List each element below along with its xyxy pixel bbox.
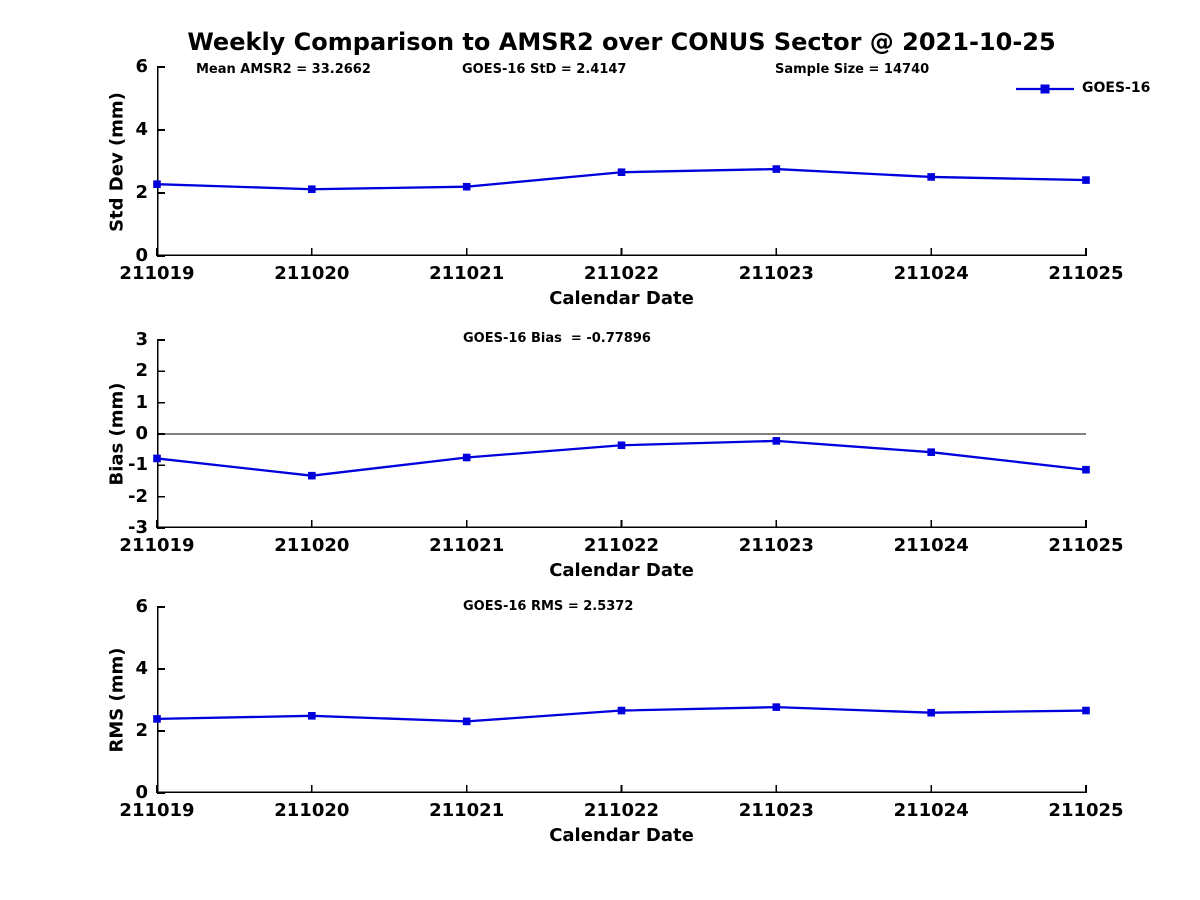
plot-area-rms bbox=[153, 606, 1090, 794]
data-point-marker bbox=[927, 448, 935, 456]
x-tick-label: 211020 bbox=[274, 535, 350, 556]
y-tick-label: 0 bbox=[135, 782, 148, 803]
x-tick-label: 211019 bbox=[119, 535, 195, 556]
x-tick-label: 211021 bbox=[429, 535, 505, 556]
y-tick-label: -2 bbox=[128, 485, 148, 507]
y-tick-label: 6 bbox=[135, 56, 148, 77]
x-tick-label: 211021 bbox=[429, 263, 505, 284]
x-tick-label: 211022 bbox=[583, 535, 660, 556]
annotation-text: GOES-16 RMS = 2.5372 bbox=[463, 599, 634, 614]
y-axis-label-std-dev: Std Dev (mm) bbox=[106, 91, 128, 232]
y-tick-label: -3 bbox=[128, 517, 148, 538]
legend-label: GOES-16 bbox=[1082, 80, 1151, 96]
data-point-marker bbox=[308, 471, 316, 480]
y-tick-label: 3 bbox=[135, 329, 148, 350]
y-tick-label: 6 bbox=[135, 596, 148, 617]
data-point-marker bbox=[772, 165, 781, 173]
data-point-marker bbox=[617, 441, 626, 450]
legend: GOES-16 bbox=[1016, 80, 1150, 96]
y-tick-label: 0 bbox=[135, 423, 148, 444]
legend-line-icon bbox=[1016, 84, 1074, 93]
data-point-marker bbox=[153, 454, 161, 463]
data-point-marker bbox=[1082, 176, 1090, 184]
data-point-marker bbox=[617, 168, 626, 177]
y-tick-label: 0 bbox=[135, 245, 148, 266]
annotation-text: Mean AMSR2 = 33.2662 bbox=[196, 62, 371, 77]
y-tick-label: 2 bbox=[135, 182, 148, 203]
y-tick-label: 4 bbox=[135, 658, 148, 679]
x-tick-label: 211022 bbox=[583, 263, 660, 284]
data-point-marker bbox=[617, 706, 626, 715]
x-axis-label: Calendar Date bbox=[549, 560, 694, 581]
data-point-marker bbox=[462, 182, 471, 191]
data-point-marker bbox=[1082, 706, 1090, 715]
x-tick-label: 211021 bbox=[429, 800, 505, 821]
y-tick-label: -1 bbox=[128, 454, 148, 476]
data-point-marker bbox=[308, 185, 316, 194]
data-point-marker bbox=[462, 717, 471, 726]
annotation-text: GOES-16 StD = 2.4147 bbox=[462, 62, 627, 77]
data-point-marker bbox=[153, 715, 161, 723]
y-tick-label: 1 bbox=[135, 391, 148, 413]
x-axis-label: Calendar Date bbox=[549, 288, 694, 309]
y-tick-label: 2 bbox=[135, 720, 148, 741]
x-tick-label: 211023 bbox=[738, 800, 814, 821]
x-tick-label: 211024 bbox=[893, 800, 969, 821]
data-point-marker bbox=[1082, 465, 1090, 474]
x-tick-label: 211025 bbox=[1048, 800, 1124, 821]
plot-area-bias bbox=[153, 339, 1090, 529]
x-tick-label: 211024 bbox=[893, 263, 969, 284]
x-tick-label: 211023 bbox=[738, 535, 814, 556]
data-point-marker bbox=[308, 712, 316, 720]
y-tick-label: 4 bbox=[135, 119, 148, 140]
x-tick-label: 211023 bbox=[738, 263, 814, 284]
data-point-marker bbox=[462, 453, 471, 462]
x-tick-label: 211022 bbox=[583, 800, 660, 821]
x-tick-label: 211019 bbox=[119, 800, 195, 821]
x-tick-label: 211020 bbox=[274, 263, 350, 284]
data-point-marker bbox=[927, 173, 935, 181]
x-tick-label: 211025 bbox=[1048, 535, 1124, 556]
annotation-text: GOES-16 Bias = -0.77896 bbox=[463, 331, 651, 346]
data-point-marker bbox=[153, 180, 161, 188]
annotation-text: Sample Size = 14740 bbox=[775, 62, 930, 77]
data-point-marker bbox=[772, 703, 781, 711]
x-tick-label: 211025 bbox=[1048, 263, 1124, 284]
data-point-marker bbox=[927, 708, 935, 717]
data-point-marker bbox=[772, 437, 781, 445]
x-tick-label: 211024 bbox=[893, 535, 969, 556]
x-tick-label: 211019 bbox=[119, 263, 195, 284]
plot-area-std-dev bbox=[153, 66, 1090, 257]
figure-title: Weekly Comparison to AMSR2 over CONUS Se… bbox=[187, 28, 1056, 56]
x-axis-label: Calendar Date bbox=[549, 825, 694, 846]
x-tick-label: 211020 bbox=[274, 800, 350, 821]
y-tick-label: 2 bbox=[135, 360, 148, 382]
